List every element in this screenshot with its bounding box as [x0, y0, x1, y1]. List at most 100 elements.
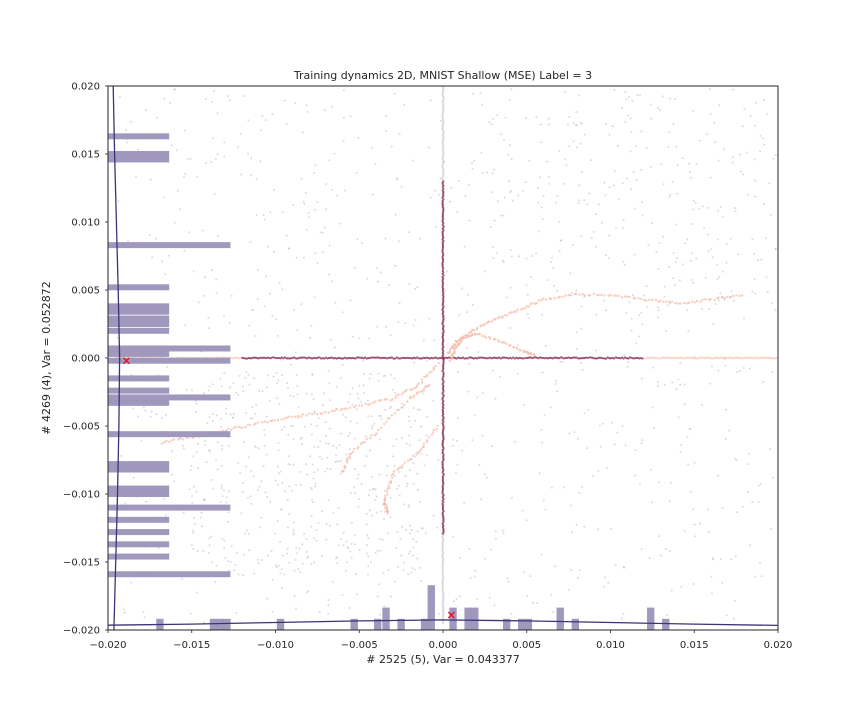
scatter-point	[360, 400, 363, 403]
scatter-point	[281, 288, 284, 291]
scatter-point	[626, 295, 629, 298]
scatter-point	[393, 474, 396, 477]
scatter-point	[592, 231, 595, 234]
scatter-point	[676, 257, 679, 260]
scatter-point	[547, 123, 550, 126]
scatter-point	[578, 199, 581, 202]
scatter-point	[349, 115, 352, 118]
scatter-point	[418, 408, 421, 411]
scatter-point	[412, 407, 415, 410]
scatter-point	[328, 427, 331, 430]
scatter-point	[441, 105, 444, 108]
scatter-point	[441, 599, 445, 602]
scatter-point	[441, 545, 444, 549]
scatter-point	[562, 182, 565, 185]
scatter-point	[711, 558, 714, 561]
scatter-point	[441, 126, 444, 129]
scatter-point	[463, 245, 466, 248]
scatter-point	[441, 99, 445, 102]
scatter-point	[225, 412, 228, 415]
scatter-point	[497, 340, 500, 343]
scatter-point	[292, 203, 295, 206]
scatter-point	[274, 479, 277, 482]
scatter-point	[415, 540, 418, 543]
scatter-point	[442, 119, 445, 122]
scatter-point	[638, 482, 641, 485]
scatter-point	[353, 467, 356, 470]
scatter-point	[641, 439, 644, 442]
scatter-point	[503, 196, 506, 199]
scatter-point	[745, 151, 748, 154]
scatter-point	[454, 339, 457, 342]
scatter-point	[541, 218, 544, 221]
scatter-point	[303, 532, 306, 535]
scatter-point	[695, 257, 698, 260]
scatter-point	[323, 470, 326, 473]
scatter-point	[289, 424, 292, 427]
scatter-point	[205, 461, 208, 464]
scatter-point	[375, 511, 378, 514]
scatter-point	[433, 339, 436, 342]
scatter-point	[569, 272, 572, 275]
y-hist-bar	[108, 541, 170, 548]
scatter-point	[335, 454, 338, 457]
scatter-point	[179, 437, 182, 440]
scatter-point	[199, 516, 202, 519]
scatter-point	[596, 528, 599, 531]
scatter-point	[749, 544, 752, 547]
scatter-point	[216, 441, 219, 444]
scatter-point	[578, 293, 581, 296]
scatter-point	[690, 222, 693, 225]
scatter-point	[641, 214, 644, 217]
scatter-point	[335, 407, 338, 410]
scatter-point	[236, 146, 239, 149]
scatter-point	[338, 222, 341, 225]
scatter-point	[453, 342, 456, 346]
scatter-point	[664, 300, 668, 304]
scatter-point	[281, 586, 284, 589]
scatter-point	[420, 580, 423, 583]
scatter-point	[712, 323, 715, 326]
scatter-point	[171, 450, 174, 453]
scatter-point	[434, 189, 437, 192]
scatter-point	[587, 356, 590, 359]
x-hist-bar	[209, 618, 218, 630]
scatter-point	[376, 325, 379, 328]
scatter-point	[686, 436, 689, 439]
scatter-point	[161, 260, 164, 263]
scatter-point	[442, 86, 445, 89]
scatter-point	[491, 172, 494, 175]
scatter-point	[263, 420, 267, 423]
scatter-point	[257, 447, 260, 450]
scatter-point	[685, 302, 688, 305]
scatter-point	[156, 117, 159, 120]
y-hist-bar	[108, 357, 231, 364]
scatter-point	[484, 336, 488, 340]
scatter-point	[403, 503, 406, 506]
scatter-point	[379, 613, 382, 616]
scatter-point	[453, 349, 456, 353]
scatter-point	[654, 298, 658, 302]
scatter-point	[713, 298, 716, 302]
scatter-point	[192, 270, 195, 273]
scatter-point	[368, 449, 371, 452]
scatter-point	[477, 351, 480, 354]
scatter-point	[415, 453, 418, 456]
scatter-point	[288, 485, 291, 488]
scatter-point	[576, 357, 579, 360]
scatter-point	[280, 374, 283, 377]
scatter-point	[223, 141, 226, 144]
scatter-point	[387, 532, 390, 535]
y-hist-bar	[108, 350, 170, 357]
scatter-point	[491, 246, 494, 249]
scatter-point	[192, 529, 195, 532]
scatter-point	[687, 330, 690, 333]
scatter-point	[441, 553, 444, 556]
y-axis-label: # 4269 (4), Var = 0.052872	[40, 281, 53, 434]
scatter-point	[540, 206, 543, 209]
scatter-point	[574, 292, 578, 296]
scatter-point	[414, 288, 417, 291]
scatter-point	[391, 388, 394, 391]
scatter-point	[625, 177, 628, 180]
scatter-point	[673, 283, 676, 286]
